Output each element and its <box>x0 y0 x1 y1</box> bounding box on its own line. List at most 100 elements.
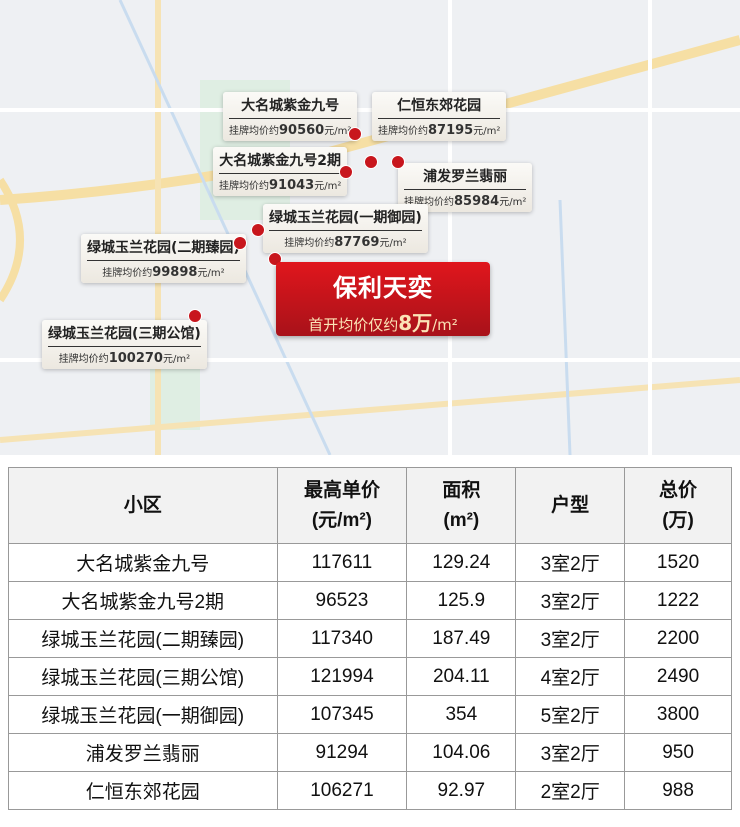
table-cell: 3室2厅 <box>515 733 626 772</box>
table-row: 浦发罗兰翡丽 91294 104.06 3室2厅 950 <box>8 733 732 772</box>
table-cell: 绿城玉兰花园(一期御园) <box>8 695 278 734</box>
table-row: 大名城紫金九号2期 96523 125.9 3室2厅 1222 <box>8 581 732 620</box>
table-cell: 2490 <box>624 657 732 696</box>
header-line: (万) <box>662 509 694 531</box>
table-cell: 1222 <box>624 581 732 620</box>
table-cell: 96523 <box>276 581 408 620</box>
price-unit: 元/m² <box>197 268 225 279</box>
table-cell: 1520 <box>624 543 732 582</box>
marker-name: 绿城玉兰花园(一期御园) <box>269 207 422 231</box>
marker-name: 仁恒东郊花园 <box>378 95 501 119</box>
price-prefix: 挂牌均价约 <box>102 268 153 279</box>
table-cell: 仁恒东郊花园 <box>8 771 278 810</box>
featured-price: 首开均价仅约8万/m² <box>276 307 490 336</box>
header-line: (m²) <box>443 509 480 531</box>
marker-name: 绿城玉兰花园(三期公馆) <box>48 323 201 347</box>
price-value: 99898 <box>152 265 198 280</box>
price-unit: 元/m² <box>162 354 191 365</box>
marker-dot[interactable] <box>391 155 405 169</box>
marker-card[interactable]: 绿城玉兰花园(三期公馆) 挂牌均价约100270元/m² <box>42 320 207 369</box>
table-row: 仁恒东郊花园 106271 92.97 2室2厅 988 <box>8 771 732 810</box>
marker-card[interactable]: 浦发罗兰翡丽 挂牌均价约85984元/m² <box>398 163 533 212</box>
marker-price: 挂牌均价约91043元/m² <box>219 174 341 193</box>
marker-dot[interactable] <box>348 127 362 141</box>
table-cell: 大名城紫金九号 <box>8 543 278 582</box>
marker-price: 挂牌均价约87195元/m² <box>378 119 500 138</box>
header-line: 小区 <box>123 494 162 516</box>
price-prefix: 挂牌均价约 <box>378 126 428 137</box>
price-value: 100270 <box>108 351 163 366</box>
marker-dot[interactable] <box>188 309 202 323</box>
header-line: (元/m²) <box>311 509 373 531</box>
marker-card[interactable]: 绿城玉兰花园(二期臻园) 挂牌均价约99898元/m² <box>81 234 246 283</box>
table-cell: 3室2厅 <box>515 581 626 620</box>
table-cell: 4室2厅 <box>515 657 626 696</box>
marker-price: 挂牌均价约100270元/m² <box>48 347 201 366</box>
marker-name: 浦发罗兰翡丽 <box>404 166 527 190</box>
table-cell: 104.06 <box>406 733 517 772</box>
marker-dot[interactable] <box>339 165 353 179</box>
header-line: 户型 <box>551 494 590 516</box>
marker-name: 绿城玉兰花园(二期臻园) <box>87 237 240 261</box>
featured-unit: /m² <box>432 316 458 334</box>
price-unit: 元/m² <box>324 126 352 137</box>
price-prefix: 挂牌均价约 <box>284 238 335 249</box>
table-cell: 117340 <box>276 619 408 658</box>
marker-price: 挂牌均价约85984元/m² <box>404 190 526 209</box>
price-unit: 元/m² <box>379 238 407 249</box>
marker-price: 挂牌均价约99898元/m² <box>87 261 240 280</box>
marker-card[interactable]: 大名城紫金九号 挂牌均价约90560元/m² <box>223 92 358 141</box>
marker-card[interactable]: 大名城紫金九号2期 挂牌均价约91043元/m² <box>213 147 348 196</box>
table-cell: 125.9 <box>406 581 517 620</box>
table-cell: 988 <box>624 771 732 810</box>
table-cell: 绿城玉兰花园(二期臻园) <box>8 619 278 658</box>
price-value: 90560 <box>279 123 325 138</box>
column-header: 最高单价 (元/m²) <box>276 467 408 544</box>
marker-dot[interactable] <box>233 236 247 250</box>
table-cell: 92.97 <box>406 771 517 810</box>
table-cell: 107345 <box>276 695 408 734</box>
column-header: 面积 (m²) <box>406 467 517 544</box>
column-header: 户型 <box>515 467 626 544</box>
featured-project-card[interactable]: 保利天奕 首开均价仅约8万/m² <box>276 262 490 336</box>
marker-card[interactable]: 绿城玉兰花园(一期御园) 挂牌均价约87769元/m² <box>263 204 428 253</box>
table-header: 小区 最高单价 (元/m²) 面积 (m²) 户型 总价 (万) <box>8 467 732 544</box>
marker-card[interactable]: 仁恒东郊花园 挂牌均价约87195元/m² <box>372 92 507 141</box>
column-header: 总价 (万) <box>624 467 732 544</box>
price-unit: 元/m² <box>499 197 527 208</box>
table-cell: 354 <box>406 695 517 734</box>
marker-name: 大名城紫金九号 <box>229 95 352 119</box>
header-line: 最高单价 <box>303 479 380 501</box>
column-header: 小区 <box>8 467 278 544</box>
table-cell: 绿城玉兰花园(三期公馆) <box>8 657 278 696</box>
marker-dot[interactable] <box>251 223 265 237</box>
table-cell: 129.24 <box>406 543 517 582</box>
marker-dot[interactable] <box>364 155 378 169</box>
table-row: 绿城玉兰花园(二期臻园) 117340 187.49 3室2厅 2200 <box>8 619 732 658</box>
price-value: 87195 <box>428 123 474 138</box>
map[interactable]: 大名城紫金九号 挂牌均价约90560元/m² 仁恒东郊花园 挂牌均价约87195元/… <box>0 0 740 455</box>
table-cell: 187.49 <box>406 619 517 658</box>
price-unit: 元/m² <box>473 126 501 137</box>
table-cell: 3800 <box>624 695 732 734</box>
table-cell: 2200 <box>624 619 732 658</box>
table-cell: 950 <box>624 733 732 772</box>
table-cell: 106271 <box>276 771 408 810</box>
table-cell: 3室2厅 <box>515 543 626 582</box>
table-cell: 大名城紫金九号2期 <box>8 581 278 620</box>
table-row: 绿城玉兰花园(一期御园) 107345 354 5室2厅 3800 <box>8 695 732 734</box>
marker-name: 大名城紫金九号2期 <box>219 150 342 174</box>
table-cell: 5室2厅 <box>515 695 626 734</box>
price-prefix: 挂牌均价约 <box>58 354 109 365</box>
featured-name: 保利天奕 <box>333 274 433 302</box>
table-cell: 121994 <box>276 657 408 696</box>
featured-price-value: 8万 <box>398 311 433 335</box>
table-cell: 2室2厅 <box>515 771 626 810</box>
marker-price: 挂牌均价约87769元/m² <box>269 231 422 250</box>
table-cell: 3室2厅 <box>515 619 626 658</box>
price-value: 87769 <box>334 235 380 250</box>
table-cell: 204.11 <box>406 657 517 696</box>
marker-price: 挂牌均价约90560元/m² <box>229 119 351 138</box>
table-row: 绿城玉兰花园(三期公馆) 121994 204.11 4室2厅 2490 <box>8 657 732 696</box>
price-value: 85984 <box>454 194 500 209</box>
